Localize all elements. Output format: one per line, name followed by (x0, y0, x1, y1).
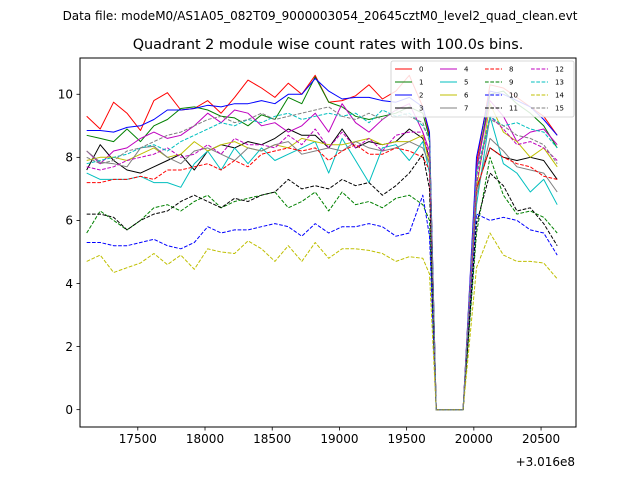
chart-title: Quadrant 2 module wise count rates with … (133, 37, 524, 53)
y-tick-label: 2 (65, 340, 73, 354)
x-tick-label: 18000 (186, 432, 224, 446)
legend-label-4: 4 (464, 66, 469, 74)
x-tick-label: 19500 (388, 432, 426, 446)
legend-label-12: 12 (555, 66, 564, 74)
legend-label-1: 1 (419, 79, 423, 87)
y-axis: 0 2 4 6 8 10 (58, 88, 80, 417)
legend-label-15: 15 (555, 105, 564, 113)
legend-label-10: 10 (509, 92, 518, 100)
legend-label-13: 13 (555, 79, 564, 87)
series-line-14 (86, 232, 558, 411)
series-layer (86, 74, 558, 411)
y-tick-label: 4 (65, 277, 73, 291)
x-axis: 17500 18000 18500 19000 19500 20000 20500 (119, 427, 560, 446)
legend-label-14: 14 (555, 92, 564, 100)
plot-frame (79, 57, 577, 428)
series-line-11 (86, 153, 558, 411)
x-tick-label: 19000 (320, 432, 358, 446)
legend-label-8: 8 (509, 66, 513, 74)
series-line-9 (86, 156, 558, 411)
series-line-4 (86, 100, 558, 411)
suptitle: Data file: modeM0/AS1A05_082T09_90000030… (63, 9, 578, 23)
series-line-15 (86, 106, 558, 411)
series-line-10 (86, 194, 558, 411)
series-line-2 (86, 78, 558, 411)
series-line-5 (86, 115, 558, 411)
legend-label-3: 3 (419, 105, 423, 113)
y-tick-label: 6 (65, 214, 73, 228)
y-tick-label: 10 (58, 88, 73, 102)
legend-label-0: 0 (419, 66, 423, 74)
series-line-13 (86, 109, 558, 411)
x-tick-label: 20500 (522, 432, 560, 446)
legend-label-7: 7 (464, 105, 468, 113)
y-tick-label: 0 (65, 403, 73, 417)
legend-label-5: 5 (464, 79, 468, 87)
legend-label-6: 6 (464, 92, 469, 100)
x-tick-label: 18500 (253, 432, 291, 446)
x-tick-label: 20000 (455, 432, 493, 446)
legend-label-11: 11 (509, 105, 518, 113)
y-tick-label: 8 (65, 151, 73, 165)
x-axis-offset-label: +3.016e8 (516, 455, 575, 469)
legend-label-9: 9 (509, 79, 513, 87)
legend-box (390, 60, 575, 118)
legend-label-2: 2 (419, 92, 423, 100)
x-tick-label: 17500 (119, 432, 157, 446)
